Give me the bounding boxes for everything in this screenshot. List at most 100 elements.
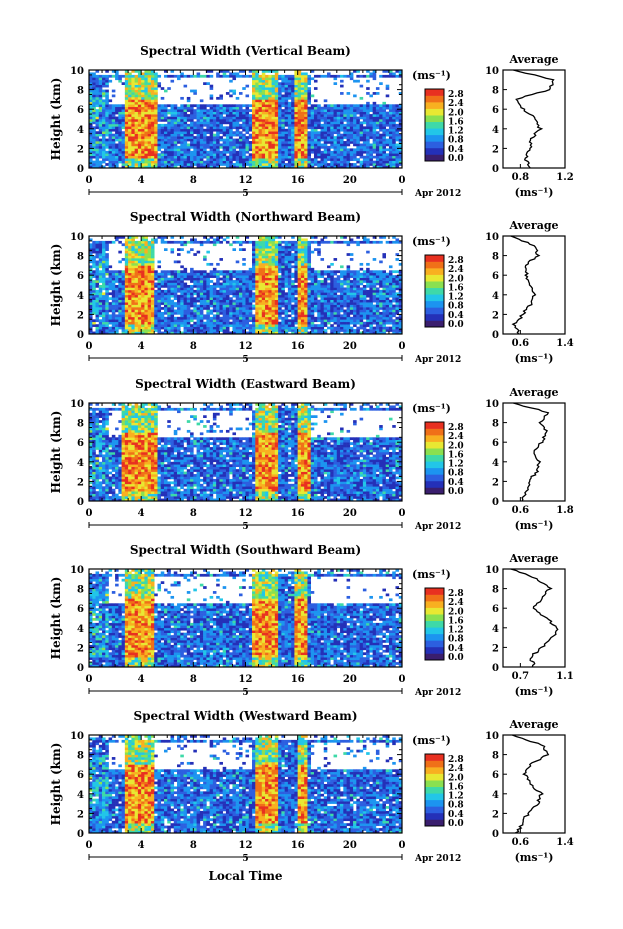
heatmap-cell [212, 155, 217, 159]
heatmap-cell [118, 128, 122, 132]
heatmap-cell [157, 329, 162, 332]
heatmap-cell [222, 148, 227, 152]
heatmap-cell [118, 136, 122, 139]
heatmap-cell [242, 109, 246, 112]
heatmap-cell [359, 104, 364, 108]
heatmap-cell [343, 119, 347, 122]
heatmap-cell [317, 143, 321, 147]
heatmap-cell [102, 245, 106, 249]
heatmap-cell [278, 292, 282, 296]
heatmap-cell [252, 138, 256, 142]
heatmap-cell [173, 123, 178, 127]
heatmap-cell [183, 240, 188, 244]
heatmap-cell [304, 141, 308, 144]
heatmap-cell [349, 72, 354, 76]
heatmap-cell [229, 145, 233, 149]
heatmap-cell [203, 236, 207, 239]
heatmap-cell [183, 243, 188, 247]
heatmap-cell [124, 89, 129, 93]
heatmap-cell [131, 106, 135, 110]
heatmap-cell [281, 104, 285, 108]
heatmap-cell [98, 79, 103, 83]
heatmap-cell [92, 331, 96, 335]
heatmap-cell [124, 123, 129, 127]
heatmap-cell [147, 101, 152, 105]
heatmap-cell [216, 289, 220, 293]
heatmap-cell [333, 160, 338, 164]
heatmap-cell [229, 302, 233, 305]
heatmap-cell [203, 270, 207, 274]
heatmap-cell [372, 72, 377, 76]
heatmap-cell [141, 74, 145, 78]
heatmap-cell [300, 96, 305, 100]
heatmap-cell [203, 104, 207, 108]
heatmap-cell [268, 314, 272, 318]
heatmap-cell [154, 319, 158, 323]
heatmap-cell [141, 316, 145, 320]
heatmap-cell [398, 141, 403, 144]
heatmap-cell [261, 77, 266, 81]
heatmap-cell [141, 258, 145, 261]
heatmap-cell [359, 163, 364, 166]
heatmap-cell [375, 131, 380, 134]
heatmap-cell [252, 262, 256, 266]
heatmap-cell [346, 74, 351, 78]
heatmap-cell [356, 70, 360, 73]
heatmap-cell [255, 285, 259, 288]
heatmap-cell [89, 245, 93, 249]
heatmap-cell [190, 299, 194, 303]
heatmap-cell [216, 148, 220, 152]
heatmap-cell [333, 128, 338, 132]
heatmap-cell [398, 114, 403, 117]
heatmap-cell [95, 255, 100, 259]
heatmap-cell [177, 275, 181, 278]
heatmap-cell [89, 314, 93, 318]
heatmap-cell [343, 155, 347, 159]
heatmap-cell [170, 275, 175, 278]
heatmap-cell [180, 236, 184, 239]
heatmap-cell [196, 285, 201, 288]
heatmap-cell [255, 96, 259, 100]
heatmap-cell [167, 148, 171, 152]
heatmap-cell [150, 287, 155, 291]
heatmap-cell [258, 311, 263, 315]
heatmap-cell [242, 155, 246, 159]
heatmap-cell [199, 141, 204, 144]
heatmap-cell [216, 270, 220, 274]
heatmap-cell [320, 126, 325, 130]
heatmap-cell [131, 248, 135, 251]
heatmap-cell [261, 126, 266, 130]
heatmap-cell [313, 141, 318, 144]
heatmap-cell [98, 302, 103, 305]
heatmap-cell [183, 150, 188, 154]
heatmap-cell [111, 240, 116, 244]
heatmap-cell [265, 114, 269, 117]
heatmap-cell [258, 94, 263, 98]
heatmap-cell [268, 133, 272, 137]
heatmap-cell [327, 163, 331, 166]
heatmap-cell [268, 250, 272, 254]
heatmap-cell [124, 277, 129, 281]
heatmap-cell [219, 299, 223, 303]
heatmap-cell [170, 287, 175, 291]
heatmap-cell [89, 324, 93, 327]
heatmap-cell [170, 272, 175, 276]
heatmap-cell [317, 138, 321, 142]
heatmap-cell [163, 160, 168, 164]
heatmap-cell [154, 150, 158, 154]
heatmap-cell [128, 319, 132, 323]
heatmap-cell [199, 304, 204, 308]
heatmap-cell [310, 133, 315, 137]
heatmap-cell [255, 321, 259, 325]
heatmap-cell [265, 326, 269, 330]
heatmap-cell [310, 141, 315, 144]
heatmap-cell [229, 141, 233, 144]
heatmap-cell [392, 123, 396, 127]
heatmap-cell [134, 260, 139, 264]
heatmap-cell [313, 153, 318, 157]
heatmap-cell [379, 163, 383, 166]
heatmap-cell [323, 99, 328, 103]
heatmap-cell [209, 165, 214, 169]
heatmap-cell [271, 143, 276, 147]
heatmap-cell [128, 136, 132, 139]
